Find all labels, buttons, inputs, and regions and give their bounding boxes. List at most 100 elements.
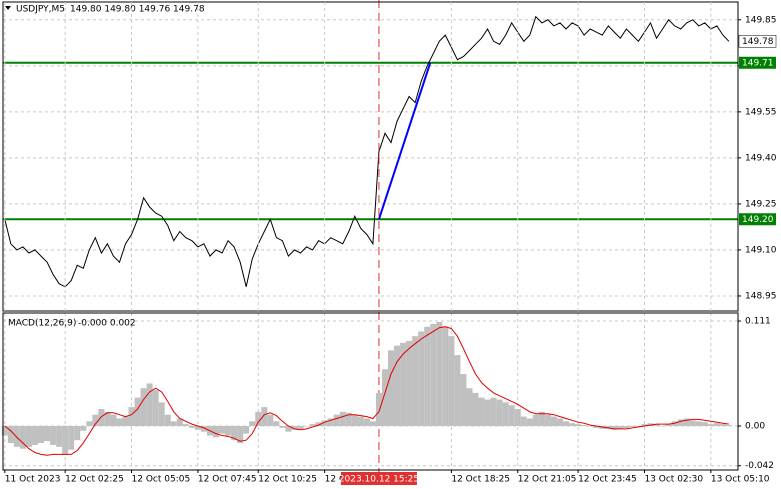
histogram-bar [140,388,147,427]
histogram-bar [514,408,521,427]
histogram-bar [104,411,111,427]
histogram-bar [267,414,274,427]
histogram-bar [134,397,141,427]
histogram-bar [593,426,600,428]
histogram-bar [128,407,135,427]
histogram-bar [225,426,232,436]
histogram-bar [309,424,316,427]
level-label: 149.20 [742,215,774,225]
histogram-bar [345,412,352,427]
histogram-bar [719,424,726,427]
trend-line [377,62,432,220]
histogram-bar [176,418,183,427]
y-tick-label: 149.85 [745,15,777,25]
histogram-bar [98,408,105,427]
level-label-box [739,213,776,226]
x-tick-label: 12 Oct 05:05 [132,475,191,485]
histogram-bar [38,426,45,444]
histogram-bar [400,342,407,427]
histogram-bar [563,421,570,427]
histogram-bar [406,340,413,427]
histogram-bar [249,421,256,427]
histogram-bar [291,426,298,430]
histogram-bar [436,321,443,427]
histogram-bar [520,416,527,427]
histogram-bar [424,326,431,427]
histogram-bar [182,424,189,427]
histogram-bar [188,426,195,428]
event-label: 2023.10.12 15:25 [339,475,419,485]
histogram-bar [333,414,340,427]
histogram-bar [418,331,425,427]
histogram-bar [442,326,449,427]
histogram-bar [1,426,8,436]
histogram-bar [689,420,696,427]
histogram-bar [683,418,690,427]
histogram-bar [303,426,310,427]
histogram-bar [653,424,660,427]
histogram-bar [623,426,630,428]
histogram-bar [44,426,51,442]
histogram-bar [122,416,129,427]
histogram-bar [617,426,624,429]
histogram-bar [74,426,81,441]
histogram-bar [659,426,666,427]
histogram-bar [460,374,467,427]
histogram-bar [587,426,594,427]
histogram-bar [725,425,732,427]
last-price-box [738,35,777,48]
x-tick-label: 12 Oct 21:05 [518,475,577,485]
histogram-bar [297,426,304,429]
histogram-bar [394,345,401,427]
panel-frame [2,312,739,471]
histogram-bar [219,426,226,434]
histogram-bar [430,323,437,427]
histogram-bar [581,425,588,427]
histogram-bar [478,397,485,427]
histogram-bar [285,426,292,432]
histogram-bar [707,424,714,427]
x-tick-label: 12 Oct 18:25 [451,475,510,485]
event-label-box [340,472,417,485]
histogram-bar [713,423,720,427]
histogram-bar [363,418,370,427]
y-tick-label: 149.10 [745,245,777,255]
histogram-bar [629,426,636,427]
histogram-bar [194,426,201,430]
histogram-bar [261,407,268,427]
histogram-bar [158,402,165,427]
histogram-bar [496,399,503,427]
chart-subtitle: 149.80 149.80 149.76 149.78 [70,5,205,15]
histogram-bar [538,411,545,427]
y-tick-label: -0.042 [745,461,774,471]
x-tick-label: 13 Oct 05:10 [711,475,770,485]
histogram-bar [611,426,618,430]
histogram-bar [526,418,533,427]
histogram-bar [213,426,220,438]
histogram-bar [388,350,395,427]
histogram-bar [86,421,93,427]
y-tick-label: 0.111 [745,317,771,327]
chart-subtitle: -0.000 0.002 [78,319,136,329]
histogram-bar [116,418,123,427]
histogram-bar [170,421,177,427]
histogram-bar [339,411,346,427]
signal-line [4,326,729,456]
histogram-bar [357,416,364,427]
histogram-bar [243,426,250,434]
x-tick-label: 12 Oct 07:45 [198,475,257,485]
histogram-bar [665,424,672,427]
chart-title: MACD(12,26,9) [8,319,76,329]
histogram-bar [321,420,328,427]
histogram-bar [448,336,455,427]
histogram-bar [19,426,26,449]
histogram-bar [550,416,557,427]
histogram-bar [508,405,515,427]
histogram-bar [490,397,497,427]
histogram-bar [25,426,32,447]
histogram-bar [62,426,69,455]
histogram-bar [50,426,57,445]
x-tick-label: 12 Oct 23:45 [578,475,637,485]
histogram-bar [7,426,14,444]
